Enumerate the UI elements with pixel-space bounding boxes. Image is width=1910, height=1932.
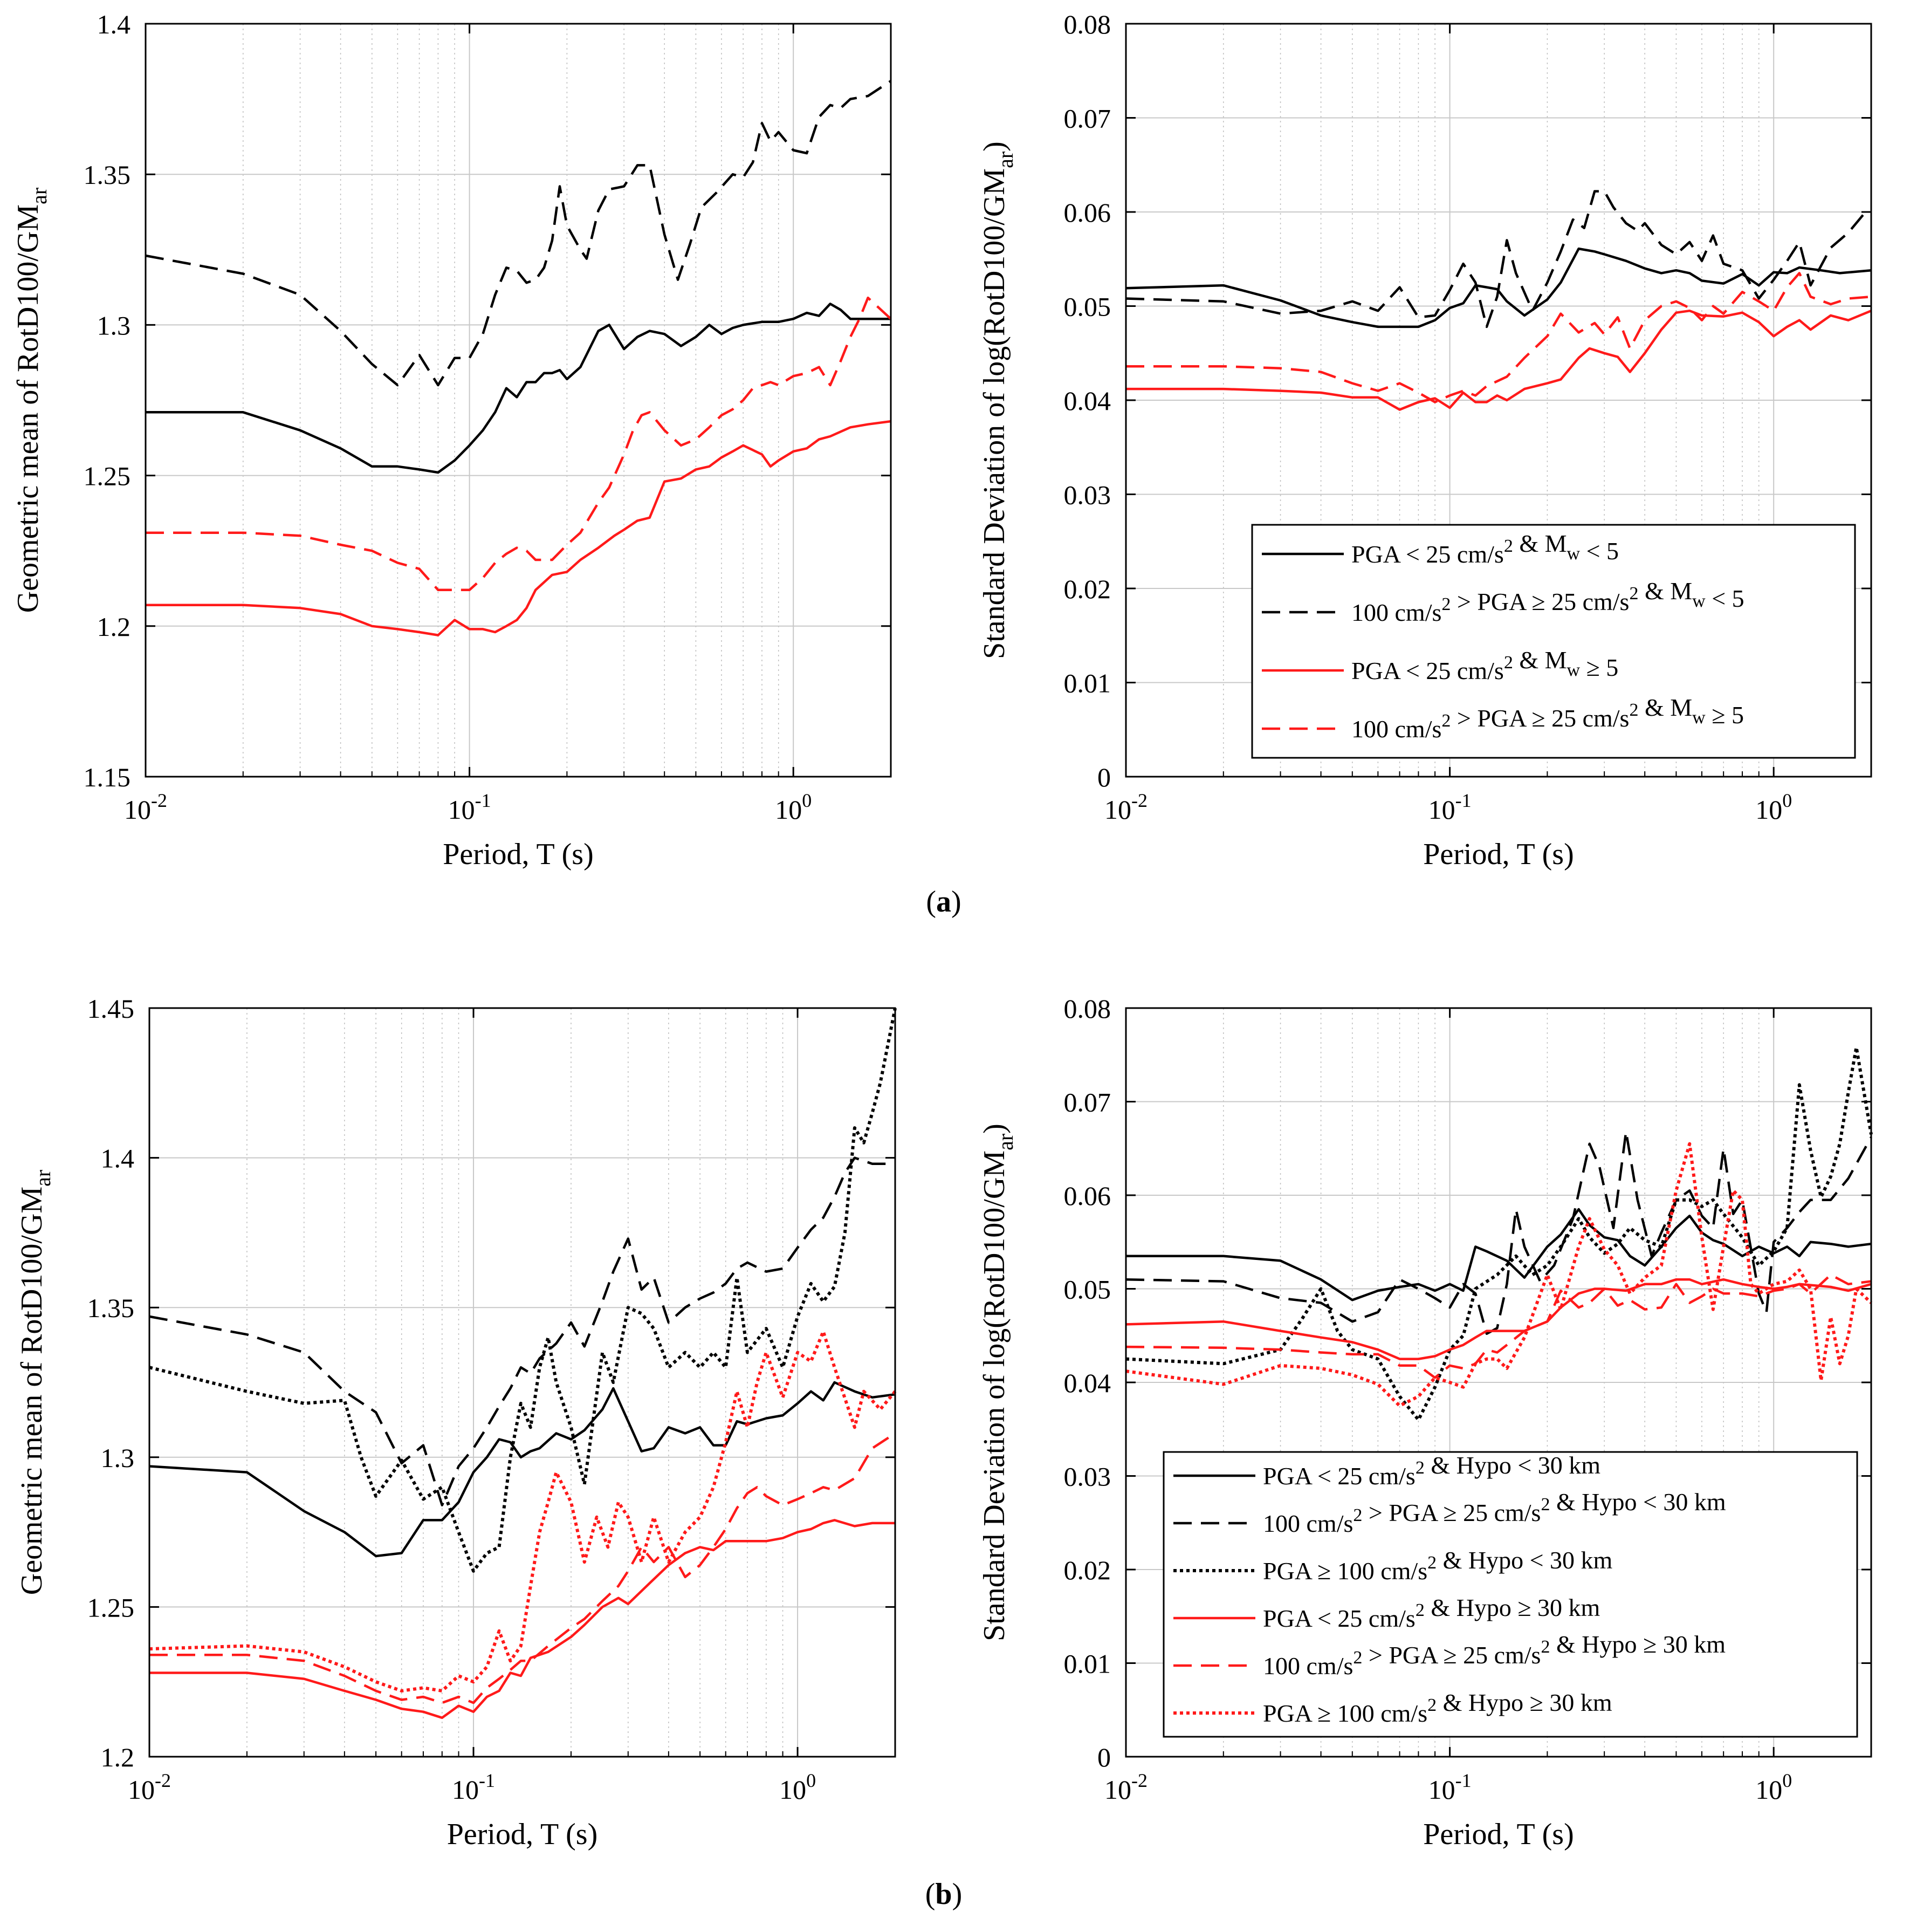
x-tick-label: 100 [1755, 790, 1792, 825]
y-tick-label: 0.04 [1064, 1368, 1111, 1398]
y-tick-label: 0.03 [1064, 480, 1111, 510]
legend-box [1251, 524, 1856, 759]
series-line-3 [146, 420, 891, 636]
y-tick-label: 0.05 [1064, 1275, 1111, 1305]
plot-area [146, 24, 891, 777]
series-line-6 [149, 1330, 897, 1693]
y-tick-label: 1.3 [97, 310, 131, 340]
series-line-5 [1125, 1273, 1872, 1379]
chart-a_right: 0 0.01 0.02 0.03 0.04 0.05 0.06 0.07 0.08 10-2 10-… [978, 9, 1872, 871]
legend-entry-label: 100 cm/s2 > PGA ≥ 25 cm/s2 & Hypo < 30 k… [1263, 1488, 1726, 1537]
series-line-4 [1125, 1278, 1872, 1360]
x-axis-label: Period, T (s) [447, 1818, 597, 1851]
legend-entry-label: PGA < 25 cm/s2 & Hypo ≥ 30 km [1263, 1594, 1600, 1632]
y-tick-label: 0.04 [1064, 386, 1111, 416]
x-tick-label: 10-2 [124, 790, 167, 825]
y-tick-label: 0.06 [1064, 1181, 1111, 1211]
y-tick-label: 0.05 [1064, 292, 1111, 322]
y-tick-label: 1.2 [101, 1742, 135, 1772]
axes-frame [148, 1007, 896, 1758]
legend-entry-label: 100 cm/s2 > PGA ≥ 25 cm/s2 & Mw < 5 [1351, 577, 1744, 626]
series-line-6 [1125, 1142, 1873, 1408]
chart-b_right: 0 0.01 0.02 0.03 0.04 0.05 0.06 0.07 0.08 10-2 10-… [978, 994, 1873, 1851]
x-tick-label: 10-1 [1428, 1770, 1472, 1805]
legend-entry-label: PGA ≥ 100 cm/s2 & Hypo < 30 km [1263, 1546, 1613, 1585]
y-tick-label: 1.15 [84, 762, 131, 792]
panel-label-a: (a) [926, 885, 961, 919]
y-tick-label: 1.25 [84, 461, 131, 491]
legend-entry-label: PGA < 25 cm/s2 & Hypo < 30 km [1263, 1451, 1600, 1490]
panel-label-b: (b) [925, 1878, 963, 1911]
y-axis-label: Geometric mean of RotD100/GMar [15, 1170, 55, 1595]
y-tick-label: 0.06 [1064, 197, 1111, 228]
x-tick-label: 10-1 [448, 790, 491, 825]
y-tick-label: 0.08 [1064, 9, 1111, 39]
x-tick-label: 10-2 [1104, 1770, 1148, 1805]
legend-box [1163, 1451, 1858, 1738]
y-tick-label: 0.02 [1064, 1555, 1111, 1585]
y-tick-label: 1.3 [101, 1443, 135, 1473]
series-line-3 [149, 1008, 897, 1573]
y-tick-label: 0 [1097, 762, 1111, 792]
y-tick-label: 1.35 [84, 160, 131, 190]
series-line-3 [1125, 1045, 1873, 1422]
y-tick-label: 0.03 [1064, 1462, 1111, 1492]
y-axis-label: Geometric mean of RotD100/GMar [11, 188, 51, 613]
y-tick-label: 1.4 [101, 1143, 135, 1174]
x-tick-label: 100 [1755, 1770, 1792, 1805]
x-axis-label: Period, T (s) [443, 838, 593, 871]
chart-b_left: 1.2 1.25 1.3 1.35 1.4 1.45 10-2 10-1 100 Period, … [15, 994, 897, 1851]
y-tick-label: 0.02 [1064, 574, 1111, 604]
chart-a_left: 1.15 1.2 1.25 1.3 1.35 1.4 10-2 10-1 100 Period, … [11, 9, 892, 871]
series-line-1 [149, 1381, 896, 1558]
legend-entry-label: PGA < 25 cm/s2 & Mw ≥ 5 [1351, 646, 1618, 684]
x-tick-label: 10-1 [452, 1770, 495, 1805]
series-line-1 [146, 303, 891, 474]
x-tick-label: 10-2 [128, 1770, 171, 1805]
legend: PGA < 25 cm/s2 & Mw < 5 100 cm/s2 > PGA ≥… [1251, 524, 1856, 759]
legend-entry-label: PGA ≥ 100 cm/s2 & Hypo ≥ 30 km [1263, 1689, 1612, 1727]
y-tick-label: 1.2 [97, 612, 131, 642]
legend-entry-label: PGA < 25 cm/s2 & Mw < 5 [1351, 530, 1619, 568]
series-line-4 [146, 296, 892, 592]
x-tick-label: 10-2 [1104, 790, 1148, 825]
x-tick-label: 100 [779, 1770, 816, 1805]
y-tick-label: 1.45 [87, 994, 135, 1024]
series-line-4 [1126, 272, 1872, 403]
x-tick-label: 10-1 [1428, 790, 1472, 825]
y-axis-label: Standard Deviation of log(RotD100/GMar) [978, 141, 1018, 659]
legend-entry-label: 100 cm/s2 > PGA ≥ 25 cm/s2 & Hypo ≥ 30 k… [1263, 1630, 1726, 1680]
series-line-2 [1125, 190, 1872, 328]
x-tick-label: 100 [775, 790, 812, 825]
series-line-4 [149, 1519, 895, 1719]
series-line-2 [149, 1156, 895, 1506]
y-tick-label: 1.35 [87, 1293, 135, 1323]
y-tick-label: 0.01 [1064, 668, 1111, 698]
legend-entry-label: 100 cm/s2 > PGA ≥ 25 cm/s2 & Mw ≥ 5 [1351, 694, 1744, 743]
series-line-1 [1125, 247, 1872, 328]
y-tick-label: 0.07 [1064, 1087, 1111, 1118]
y-tick-label: 0.07 [1064, 104, 1111, 134]
y-tick-label: 0.08 [1064, 994, 1111, 1024]
series-line-3 [1126, 309, 1872, 411]
y-axis-label: Standard Deviation of log(RotD100/GMar) [978, 1123, 1018, 1641]
y-tick-label: 0 [1097, 1742, 1111, 1772]
x-axis-label: Period, T (s) [1423, 1818, 1574, 1851]
x-axis-label: Period, T (s) [1423, 838, 1574, 871]
y-tick-label: 1.25 [87, 1592, 135, 1622]
axes-frame [145, 23, 892, 778]
y-tick-label: 0.01 [1064, 1649, 1111, 1679]
y-tick-label: 1.4 [97, 9, 131, 39]
series-line-2 [145, 80, 892, 387]
series-line-5 [149, 1432, 896, 1704]
